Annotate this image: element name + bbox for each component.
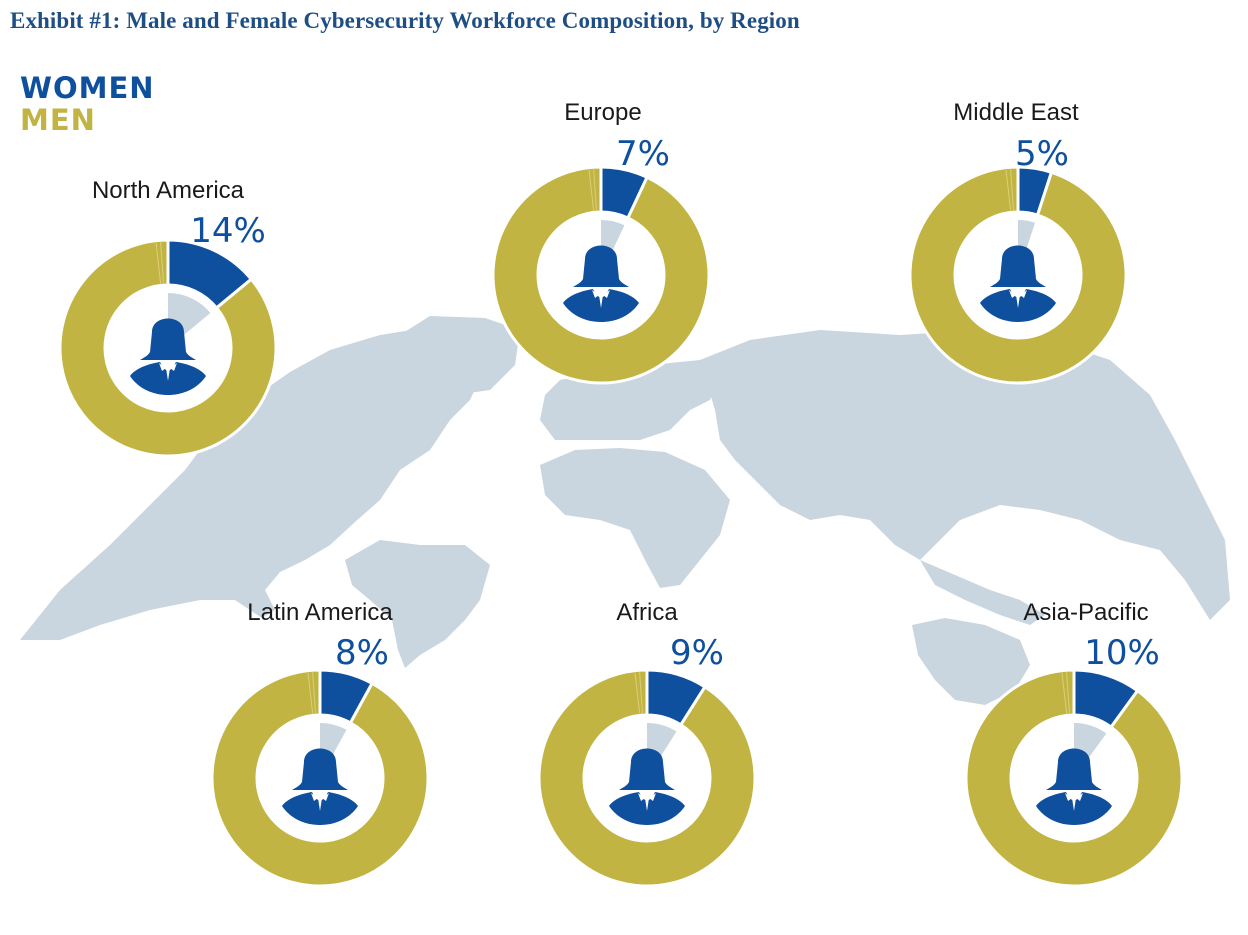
- ring-hairline-middle-east-1: [1005, 169, 1012, 211]
- slice-women-middle-east: [1016, 165, 1054, 217]
- map-africa: [540, 448, 730, 588]
- map-southeast-asia: [920, 560, 1045, 625]
- slice-women-latin-america: [318, 668, 375, 725]
- donut-africa: Africa 9%: [537, 599, 757, 888]
- map-north-america: [20, 325, 515, 640]
- ring-hairline-europe-0: [593, 169, 597, 211]
- legend: WOMEN MEN: [20, 72, 155, 136]
- ring-hairline-africa-1: [634, 672, 641, 714]
- donut-latin-america: Latin America 8%: [210, 599, 430, 888]
- page-title: Exhibit #1: Male and Female Cybersecurit…: [10, 8, 800, 33]
- region-label-africa: Africa: [616, 599, 678, 626]
- ring-hairline-north-america-1: [155, 242, 162, 284]
- percent-label-europe: 7%: [616, 134, 670, 174]
- slice-women-europe: [599, 165, 649, 220]
- slice-women-africa: [645, 668, 707, 727]
- ring-hairline-asia-pacific-1: [1061, 672, 1068, 714]
- slice-women-asia-pacific: [1072, 668, 1140, 730]
- woman-silhouette-icon: [282, 748, 358, 825]
- woman-silhouette-icon: [980, 245, 1056, 322]
- woman-silhouette-icon: [1036, 748, 1112, 825]
- region-label-middle-east: Middle East: [953, 99, 1079, 126]
- percent-label-asia-pacific: 10%: [1084, 633, 1160, 673]
- region-label-latin-america: Latin America: [247, 599, 393, 626]
- region-label-europe: Europe: [564, 99, 641, 126]
- legend-women: WOMEN: [20, 71, 155, 105]
- slice-men-africa: [537, 668, 757, 888]
- legend-men: MEN: [20, 103, 96, 137]
- ring-hairline-africa-0: [639, 672, 643, 714]
- donut-north-america: North America 14%: [58, 177, 278, 458]
- ring-hairline-latin-america-0: [312, 672, 316, 714]
- ring-hairline-latin-america-1: [307, 672, 314, 714]
- map-asia: [700, 330, 1230, 620]
- percent-label-middle-east: 5%: [1015, 134, 1069, 174]
- region-label-north-america: North America: [92, 177, 245, 204]
- donut-asia-pacific: Asia-Pacific 10%: [964, 599, 1184, 888]
- world-map-background: [20, 316, 1230, 705]
- donut-middle-east: Middle East 5%: [908, 99, 1128, 385]
- map-greenland: [395, 316, 520, 395]
- slice-men-europe: [491, 165, 711, 385]
- ring-hairline-europe-1: [588, 169, 595, 211]
- ring-hairline-middle-east-0: [1010, 169, 1014, 211]
- ring-hairline-north-america-0: [160, 242, 164, 284]
- slice-men-asia-pacific: [964, 668, 1184, 888]
- slice-men-latin-america: [210, 668, 430, 888]
- percent-label-africa: 9%: [670, 633, 724, 673]
- slice-men-middle-east: [908, 165, 1128, 385]
- woman-silhouette-icon: [563, 245, 639, 322]
- donut-charts: North America 14% Europe 7% Middle East 5% Lat…: [58, 99, 1184, 888]
- woman-silhouette-icon: [130, 318, 206, 395]
- region-label-asia-pacific: Asia-Pacific: [1023, 599, 1148, 626]
- percent-label-north-america: 14%: [190, 211, 266, 251]
- map-australia: [912, 618, 1030, 705]
- slice-women-north-america: [166, 238, 254, 310]
- donut-europe: Europe 7%: [491, 99, 711, 385]
- woman-silhouette-icon: [609, 748, 685, 825]
- ring-hairline-asia-pacific-0: [1066, 672, 1070, 714]
- percent-label-latin-america: 8%: [335, 633, 389, 673]
- map-south-america: [345, 540, 490, 668]
- map-japan: [1120, 440, 1148, 480]
- slice-men-north-america: [58, 238, 278, 458]
